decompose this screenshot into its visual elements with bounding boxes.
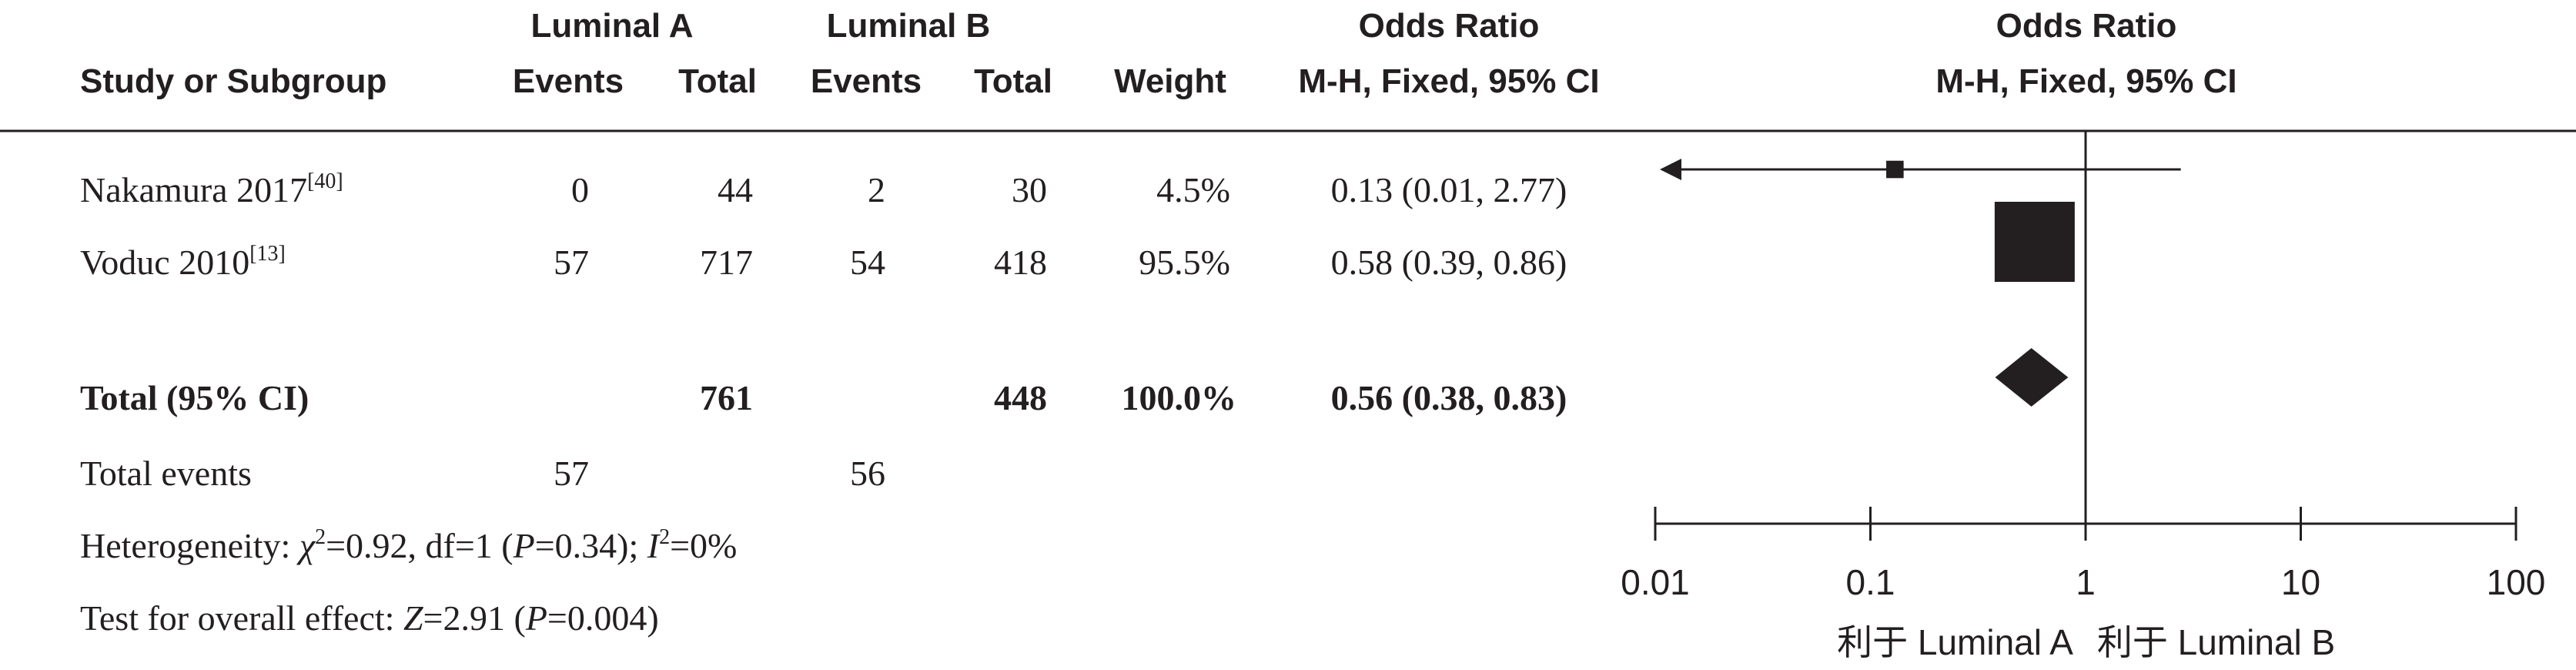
pooled-diamond [1995, 348, 2069, 407]
weight-cell: 4.5% [1156, 170, 1230, 209]
header-method: M-H, Fixed, 95% CI [1298, 62, 1599, 100]
total-label: Total (95% CI) [80, 378, 309, 417]
header-odds-ratio: Odds Ratio [1359, 7, 1540, 45]
ci-arrow-left [1660, 159, 1681, 180]
forest-plot-area: 0.01 0.1 1 10 100 利于 Luminal A 利于 Luminal B [1621, 131, 2545, 662]
study-point-square [1994, 202, 2075, 282]
events-a-cell: 57 [554, 243, 589, 282]
x-axis-tick-label: 1 [2076, 562, 2096, 602]
events-b-cell: 54 [850, 243, 885, 282]
favours-left-label: 利于 Luminal A [1837, 622, 2073, 662]
study-name: Nakamura 2017[40] [80, 169, 343, 209]
study-point-square [1886, 160, 1904, 179]
events-b-cell: 2 [868, 170, 885, 209]
header-group-b: Luminal B [827, 7, 991, 45]
x-axis-tick-label: 0.1 [1846, 562, 1895, 602]
header-group-a: Luminal A [530, 7, 693, 45]
header-events-a: Events [513, 62, 624, 100]
total-a-cell: 44 [718, 170, 753, 209]
total-b-cell: 30 [1012, 170, 1047, 209]
header-weight: Weight [1114, 62, 1226, 100]
header-events-b: Events [811, 62, 922, 100]
x-axis-tick-label: 10 [2281, 562, 2320, 602]
header-total-b: Total [974, 62, 1052, 100]
total-events-b: 56 [850, 454, 885, 493]
x-axis-tick-label: 100 [2487, 562, 2546, 602]
total-events-a: 57 [554, 454, 589, 493]
heterogeneity-stat: Heterogeneity: χ2=0.92, df=1 (P=0.34); I… [80, 525, 737, 565]
ci-cell: 0.58 (0.39, 0.86) [1331, 243, 1567, 282]
weight-cell: 95.5% [1139, 243, 1230, 282]
total-events-label: Total events [80, 454, 252, 493]
total-weight: 100.0% [1122, 378, 1237, 417]
ci-cell: 0.13 (0.01, 2.77) [1331, 170, 1567, 209]
favours-right-label: 利于 Luminal B [2097, 622, 2335, 662]
total-b-cell: 418 [994, 243, 1047, 282]
header-total-a: Total [678, 62, 757, 100]
header-method-plot: M-H, Fixed, 95% CI [1935, 62, 2236, 100]
total-a-cell: 717 [700, 243, 753, 282]
header-study: Study or Subgroup [80, 62, 386, 100]
total-ci: 0.56 (0.38, 0.83) [1331, 378, 1567, 417]
study-name: Voduc 2010[13] [80, 242, 286, 282]
total-a-sum: 761 [700, 378, 753, 417]
header-odds-ratio-plot: Odds Ratio [1996, 7, 2177, 45]
total-b-sum: 448 [994, 378, 1047, 417]
overall-effect-stat: Test for overall effect: Z=2.91 (P=0.004… [80, 598, 659, 638]
x-axis-tick-label: 0.01 [1621, 562, 1690, 602]
events-a-cell: 0 [571, 170, 589, 209]
